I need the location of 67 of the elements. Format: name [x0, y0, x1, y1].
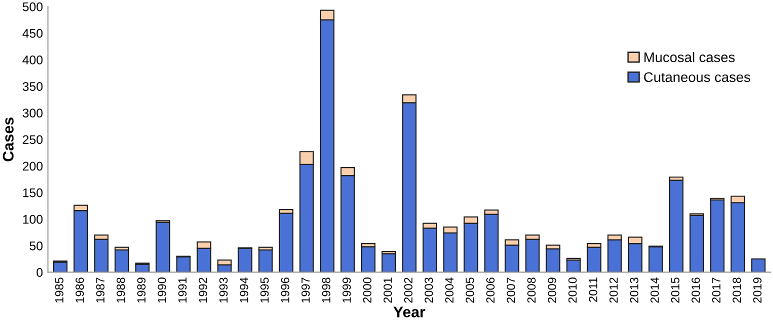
bar	[546, 248, 560, 272]
bar	[382, 253, 396, 272]
y-tick-label: 450	[22, 28, 43, 38]
y-tick-label: 250	[22, 135, 43, 144]
x-tick-label: 1997	[301, 278, 310, 302]
x-tick-label: 1989	[137, 278, 146, 302]
x-tick-label: 2006	[486, 278, 495, 303]
x-tick-label: 2004	[445, 277, 454, 303]
x-tick-label: 1987	[96, 278, 104, 302]
bar	[258, 249, 273, 272]
x-tick-label: 1991	[178, 278, 187, 302]
x-tick-label: 1985	[55, 278, 64, 302]
y-tick-label: 300	[22, 108, 43, 118]
y-tick-label: 350	[22, 82, 43, 91]
bar	[484, 214, 499, 272]
x-tick-label: 1995	[260, 278, 269, 302]
y-axis-title: Cases	[2, 118, 14, 162]
x-tick-label: 2018	[732, 278, 741, 303]
x-tick-label: 2014	[650, 277, 659, 303]
x-tick-label: 2008	[527, 278, 536, 303]
x-tick-label: 1992	[198, 278, 208, 302]
x-tick-label: 2000	[363, 278, 372, 303]
x-tick-label: 2017	[712, 278, 720, 303]
x-tick-label: 1998	[322, 278, 330, 302]
bar	[690, 214, 704, 272]
x-tick-label: 1990	[158, 278, 166, 302]
legend-label: Cutaneous cases	[644, 72, 750, 82]
bar	[586, 246, 602, 272]
y-tick-label: 0	[36, 268, 43, 277]
bar	[710, 199, 725, 272]
x-tick-label: 2002	[404, 278, 412, 303]
x-tick-label: 2001	[384, 278, 392, 303]
y-tick-label: 150	[23, 188, 43, 198]
x-tick-label: 1999	[342, 278, 351, 302]
x-tick-label: 2013	[630, 278, 638, 303]
x-tick-label: 1988	[116, 278, 126, 302]
x-tick-label: 1986	[76, 278, 84, 302]
x-tick-label: 1994	[240, 277, 248, 302]
bar	[361, 246, 376, 272]
x-tick-label: 2003	[424, 278, 434, 303]
bar	[525, 238, 540, 272]
x-tick-label: 2011	[588, 278, 598, 302]
x-tick-label: 1993	[219, 278, 228, 302]
x-tick-label: 2016	[692, 278, 700, 303]
y-tick-label: 500	[22, 2, 43, 12]
y-tick-label: 200	[22, 162, 43, 171]
bar	[648, 246, 663, 272]
y-tick-label: 400	[22, 55, 43, 64]
x-tick-label: 1996	[280, 278, 290, 302]
x-tick-label: 2019	[753, 278, 762, 303]
bar	[669, 180, 684, 272]
legend-label: Mucosal cases	[644, 52, 735, 62]
bar	[751, 258, 766, 272]
y-tick-label: 100	[23, 214, 43, 224]
y-tick-label: 50	[30, 241, 43, 250]
x-tick-label: 2007	[506, 278, 516, 303]
bar	[278, 212, 294, 272]
x-tick-label: 2015	[671, 278, 680, 303]
bar	[94, 238, 109, 272]
x-tick-label: 2005	[466, 278, 474, 303]
x-tick-label: 2009	[548, 278, 556, 303]
x-axis-title: Year	[393, 306, 426, 318]
bar	[238, 248, 252, 272]
x-tick-label: 2012	[609, 278, 618, 303]
bar	[114, 249, 130, 272]
bar	[156, 222, 170, 272]
x-tick-label: 2010	[568, 278, 577, 303]
